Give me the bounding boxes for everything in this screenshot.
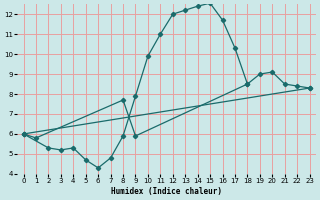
X-axis label: Humidex (Indice chaleur): Humidex (Indice chaleur): [111, 187, 222, 196]
